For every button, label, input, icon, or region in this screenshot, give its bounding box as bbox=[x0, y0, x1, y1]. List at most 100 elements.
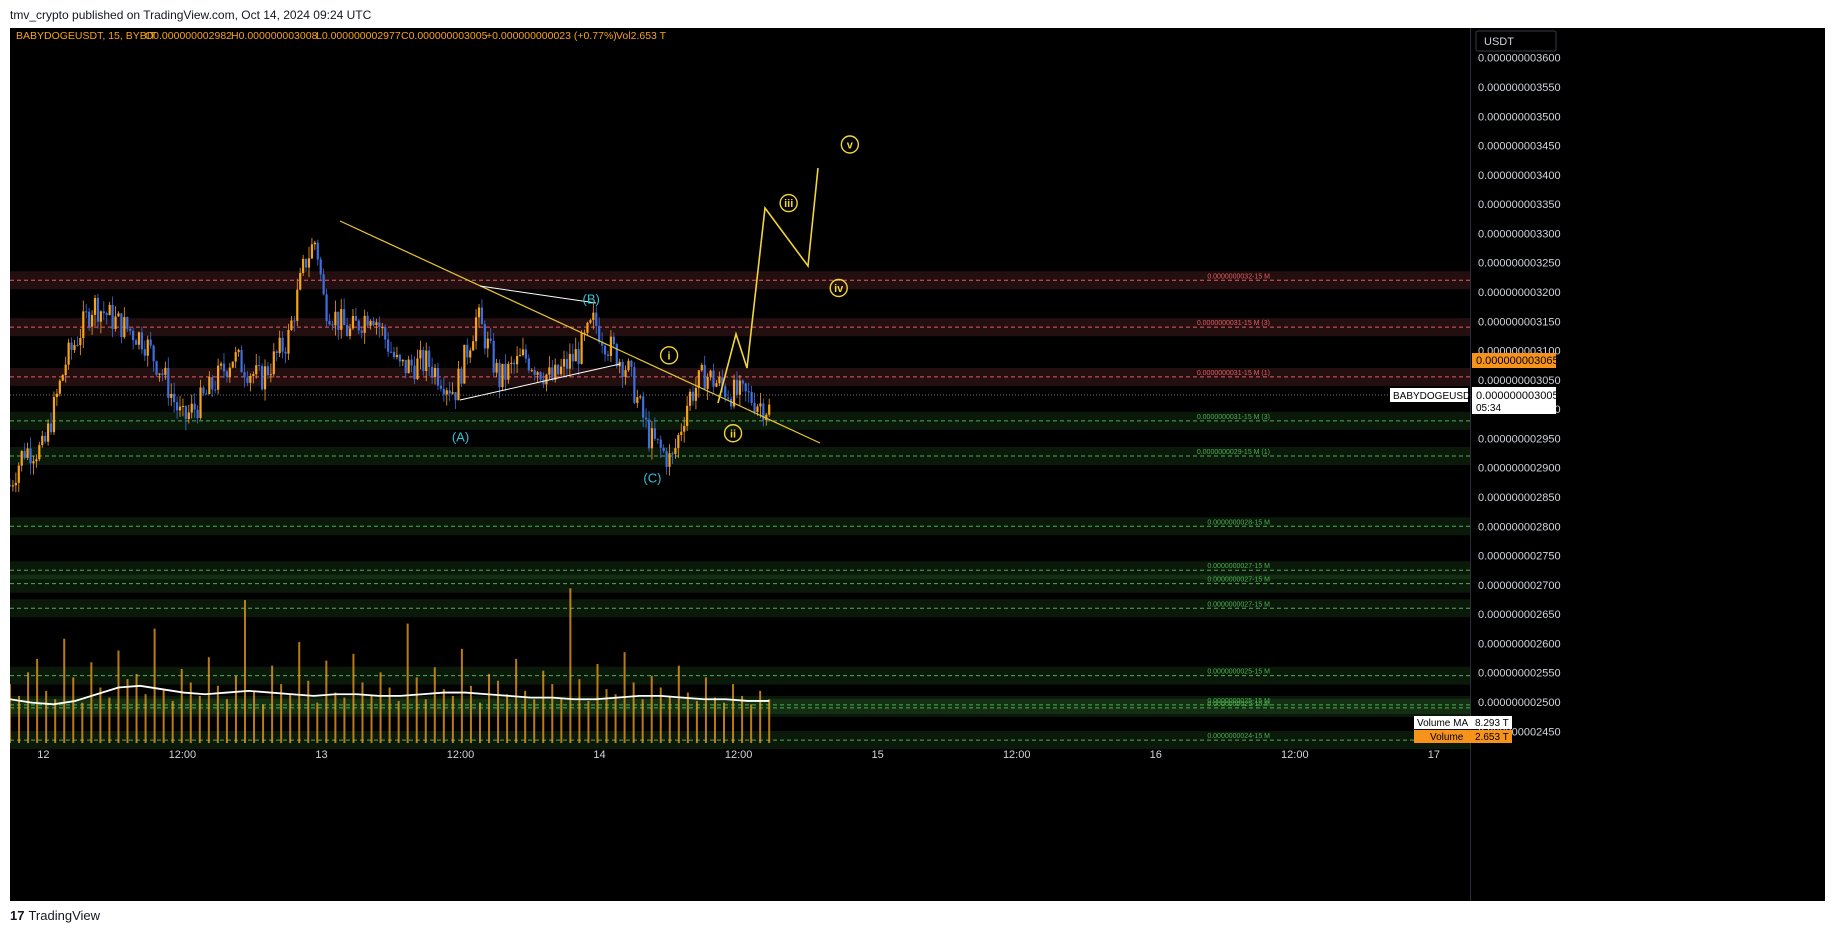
candle-body bbox=[539, 372, 542, 380]
candle-body bbox=[26, 448, 29, 458]
candle-body bbox=[152, 345, 155, 362]
candle-body bbox=[208, 377, 211, 395]
candle-body bbox=[562, 359, 566, 367]
level-price-text: 0.000000003065 bbox=[1476, 355, 1559, 367]
candle-body bbox=[304, 258, 308, 268]
level-label: 0.0000000031-15 M (1) bbox=[1197, 370, 1270, 377]
candle-body bbox=[756, 406, 759, 413]
volume-bar bbox=[343, 697, 346, 743]
candle-body bbox=[759, 403, 762, 407]
candle-body bbox=[260, 365, 264, 390]
candle-body bbox=[175, 402, 179, 411]
wave-label-impulse: iv bbox=[834, 283, 844, 295]
currency-badge[interactable]: USDT bbox=[1475, 30, 1557, 52]
candle-body bbox=[149, 339, 152, 346]
level-label: 0.0000000027-15 M bbox=[1207, 577, 1270, 584]
volume-bar bbox=[478, 702, 481, 743]
candle-body bbox=[428, 350, 431, 367]
candle-body bbox=[322, 274, 325, 295]
time-tick-label: 12:00 bbox=[447, 749, 475, 761]
candle-body bbox=[193, 403, 196, 410]
candle-body bbox=[768, 404, 771, 415]
wave-label-corrective: (A) bbox=[452, 429, 469, 444]
candle-body bbox=[559, 366, 563, 375]
candle-body bbox=[337, 311, 340, 330]
candle-body bbox=[709, 370, 712, 377]
legend-symbol: BABYDOGEUSDT, 15, BYBIT bbox=[16, 30, 157, 42]
volume-bar bbox=[614, 694, 617, 743]
candle-body bbox=[486, 338, 489, 349]
candle-body bbox=[580, 333, 583, 364]
candle-body bbox=[603, 345, 607, 355]
candle-body bbox=[633, 367, 636, 403]
level-label: 0.0000000025-15 M bbox=[1207, 701, 1270, 708]
candle-body bbox=[196, 409, 199, 418]
candle-body bbox=[23, 451, 26, 458]
publisher-text: tmv_crypto published on TradingView.com,… bbox=[10, 8, 372, 22]
candle-body bbox=[395, 354, 399, 358]
volume-bar bbox=[750, 704, 753, 743]
chart-svg[interactable]: 0.0000000032-15 M 0.0000000031-15 M (3) 0.… bbox=[8, 28, 1825, 901]
legend-high: H0.000000003008 bbox=[231, 30, 318, 42]
candle-body bbox=[480, 307, 484, 325]
candle-body bbox=[240, 349, 243, 373]
candle-body bbox=[451, 392, 454, 394]
candle-body bbox=[483, 324, 486, 349]
price-tick-label: 0.000000002800 bbox=[1478, 521, 1561, 533]
candle-body bbox=[167, 367, 170, 398]
volume-ma-tag: Volume MA 8.293 T Volume 2.653 T bbox=[1414, 716, 1512, 743]
volume-bar bbox=[144, 694, 147, 743]
candle-body bbox=[55, 393, 59, 398]
candle-body bbox=[155, 361, 158, 375]
candle-body bbox=[574, 349, 577, 362]
volume-bar bbox=[72, 677, 75, 743]
volume-bar bbox=[361, 682, 364, 743]
candle-body bbox=[38, 445, 41, 460]
volume-bar bbox=[704, 677, 707, 743]
levels-layer: 0.0000000032-15 M 0.0000000031-15 M (3) 0.… bbox=[10, 271, 1470, 750]
candle-body bbox=[439, 385, 442, 389]
legend-volume: Vol2.653 T bbox=[616, 30, 667, 42]
wave-label-impulse: ii bbox=[730, 428, 736, 440]
volume-bar bbox=[253, 690, 256, 743]
candle-body bbox=[331, 324, 334, 326]
volume-bar bbox=[325, 660, 328, 743]
candle-body bbox=[278, 337, 281, 354]
candle-body bbox=[639, 396, 642, 398]
time-tick-label: 14 bbox=[593, 749, 605, 761]
candle-body bbox=[460, 368, 463, 384]
candle-body bbox=[425, 350, 428, 372]
volume-bar bbox=[406, 623, 409, 743]
countdown-text: 05:34 bbox=[1476, 403, 1501, 414]
volume-bar bbox=[216, 685, 219, 743]
candle-body bbox=[407, 359, 410, 374]
candle-body bbox=[469, 350, 472, 358]
candle-body bbox=[387, 339, 390, 352]
candle-body bbox=[750, 391, 753, 403]
candle-body bbox=[269, 374, 272, 376]
candle-body bbox=[11, 485, 15, 487]
price-tick-label: 0.000000002650 bbox=[1478, 609, 1561, 621]
volume-bar bbox=[424, 699, 427, 743]
candle-body bbox=[472, 341, 475, 351]
candle-body bbox=[627, 360, 630, 371]
level-label: 0.0000000024-15 M bbox=[1207, 733, 1270, 740]
chart-panel[interactable]: 0.0000000032-15 M 0.0000000031-15 M (3) 0.… bbox=[8, 28, 1825, 901]
price-tick-label: 0.000000002700 bbox=[1478, 580, 1561, 592]
candle-body bbox=[325, 294, 328, 322]
candle-body bbox=[164, 367, 167, 375]
volume-bar bbox=[45, 690, 48, 743]
wave-circle bbox=[829, 278, 848, 298]
candle-body bbox=[246, 377, 249, 383]
volume-bar bbox=[352, 653, 355, 743]
candle-body bbox=[372, 321, 375, 326]
volume-bar bbox=[307, 680, 310, 743]
volume-bar bbox=[117, 650, 120, 743]
candle-body bbox=[369, 321, 372, 326]
candle-body bbox=[143, 349, 146, 356]
volume-bar bbox=[506, 694, 509, 743]
price-tick-label: 0.000000003150 bbox=[1478, 316, 1561, 328]
volume-bar bbox=[379, 672, 382, 743]
volume-bar bbox=[578, 679, 581, 743]
tradingview-brand[interactable]: 17 TradingView bbox=[10, 908, 100, 923]
